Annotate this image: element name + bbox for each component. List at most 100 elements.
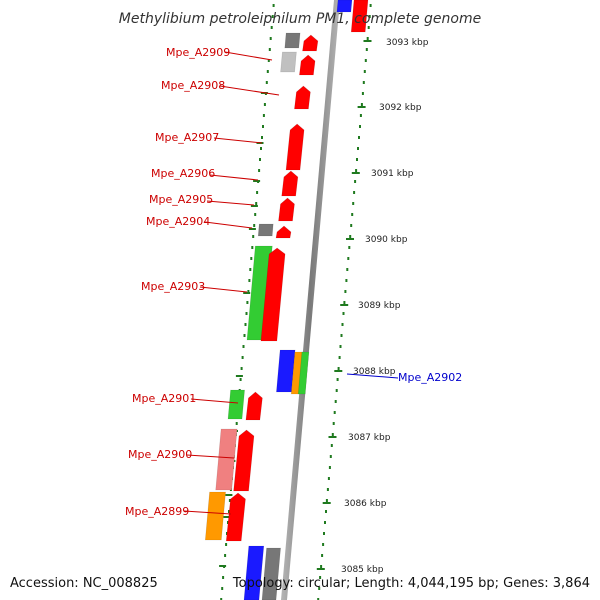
gene-block-a2907 — [285, 123, 305, 171]
right-ruler-dot — [361, 92, 364, 95]
gene-label-mpe-a2899[interactable]: Mpe_A2899 — [125, 505, 189, 518]
gene-label-mpe-a2909[interactable]: Mpe_A2909 — [166, 46, 230, 59]
tick-label-3089: 3089 kbp — [358, 301, 401, 311]
left-ruler-dot — [269, 37, 272, 40]
gene-label-mpe-a2906[interactable]: Mpe_A2906 — [151, 167, 215, 180]
leader-a2905 — [206, 200, 255, 206]
gene-label-mpe-a2908[interactable]: Mpe_A2908 — [161, 79, 225, 92]
gene-block-gray-bottom — [261, 547, 281, 600]
right-ruler-dot — [321, 554, 324, 557]
right-ruler-dot — [350, 224, 353, 227]
gene-block-top-red — [350, 0, 369, 33]
gene-label-mpe-a2903[interactable]: Mpe_A2903 — [141, 280, 205, 293]
gene-block-a2909-gray — [284, 32, 301, 49]
right-ruler-dot — [325, 510, 327, 513]
gene-block-a2900-red — [233, 429, 255, 492]
gene-label-mpe-a2901[interactable]: Mpe_A2901 — [132, 392, 196, 405]
left-ruler-dot — [268, 48, 271, 51]
left-ruler-dot — [258, 169, 261, 172]
left-ruler-dot — [228, 499, 231, 502]
ruler-major-tick — [235, 375, 243, 377]
right-ruler-dot — [336, 378, 339, 381]
right-ruler-dot — [325, 499, 328, 502]
right-ruler-dot — [327, 477, 330, 480]
gene-label-mpe-a2907[interactable]: Mpe_A2907 — [155, 131, 219, 144]
gene-label-mpe-a2902[interactable]: Mpe_A2902 — [398, 371, 462, 384]
right-ruler-dot — [320, 565, 323, 568]
left-ruler-dot — [251, 246, 254, 249]
ruler-major-tick — [248, 228, 256, 230]
right-ruler-dot — [338, 356, 341, 359]
right-ruler-dot — [369, 4, 372, 7]
right-ruler-dot — [354, 180, 357, 183]
ruler-major-tick — [223, 516, 231, 518]
left-ruler-dot — [225, 543, 228, 546]
right-ruler-dot — [328, 466, 331, 469]
left-ruler-dot — [246, 301, 249, 304]
tick-label-3090: 3090 kbp — [365, 235, 408, 245]
left-ruler-dot — [244, 323, 247, 326]
left-ruler-dot — [227, 521, 229, 524]
left-ruler-dot — [261, 136, 263, 139]
gene-block-a2901-red — [245, 391, 263, 421]
left-ruler-dot — [245, 312, 248, 315]
left-ruler-dot — [255, 202, 258, 205]
right-ruler-dot — [318, 587, 321, 590]
left-ruler-dot — [243, 334, 246, 337]
left-ruler-dot — [262, 114, 265, 117]
left-ruler-dot — [262, 125, 264, 128]
topology-text: Topology: circular; Length: 4,044,195 bp… — [232, 576, 590, 591]
map-title: Methylibium petroleiphilum PM1, complete… — [119, 11, 481, 27]
leader-a2904 — [204, 221, 253, 229]
leader-a2900 — [186, 454, 235, 459]
leader-a2901 — [190, 398, 239, 404]
left-ruler-dot — [221, 587, 224, 590]
tick-label-3087: 3087 kbp — [348, 433, 391, 443]
right-ruler-dot — [356, 158, 358, 161]
right-ruler-dot — [332, 422, 335, 425]
ruler-major-tick — [316, 568, 325, 570]
gene-block-a2899-red — [225, 492, 246, 542]
gene-label-mpe-a2904[interactable]: Mpe_A2904 — [146, 215, 210, 228]
gene-block-red-2 — [299, 54, 316, 76]
right-ruler-dot — [353, 191, 356, 194]
right-ruler-dot — [346, 268, 349, 271]
label-leaders — [183, 51, 399, 515]
right-ruler-dot — [340, 334, 343, 337]
right-ruler-dot — [341, 323, 344, 326]
tick-label-3086: 3086 kbp — [344, 499, 387, 509]
left-ruler-dot — [242, 345, 245, 348]
gene-label-mpe-a2905[interactable]: Mpe_A2905 — [149, 193, 213, 206]
left-ruler-dot — [260, 147, 262, 150]
gene-block-blue-bottom — [243, 545, 265, 600]
right-ruler-dot — [352, 202, 355, 205]
ruler-major-tick — [363, 40, 372, 42]
right-ruler-dot — [349, 235, 352, 238]
left-ruler-dot — [272, 4, 275, 7]
left-ruler-dot — [224, 554, 227, 557]
gene-block-top-blue — [336, 0, 353, 13]
gene-labels: Mpe_A2909 Mpe_A2908 Mpe_A2907 Mpe_A2906 … — [125, 46, 462, 518]
left-ruler-dot — [256, 191, 259, 194]
right-ruler-dot — [362, 81, 365, 84]
right-ruler-dot — [335, 389, 338, 392]
left-ruler-dot — [248, 279, 251, 282]
right-ruler-dot — [366, 37, 369, 40]
ruler-major-tick — [322, 502, 331, 504]
right-ruler-dot — [360, 103, 363, 106]
left-ruler-dot — [271, 15, 274, 18]
gene-block-a2905 — [278, 197, 295, 222]
gene-label-mpe-a2900[interactable]: Mpe_A2900 — [128, 448, 192, 461]
leader-a2908 — [219, 85, 280, 96]
right-ruler-dot — [319, 576, 322, 579]
ruler-major-tick — [225, 494, 233, 496]
right-ruler-dot — [363, 70, 366, 73]
gene-block-a2902-green — [297, 351, 310, 395]
right-ruler-dot — [355, 169, 358, 172]
gene-blocks — [204, 0, 369, 600]
right-ruler-dot — [322, 543, 325, 546]
right-ruler-dot — [333, 411, 336, 414]
tick-label-3092: 3092 kbp — [379, 103, 422, 113]
left-ruler-dot — [249, 268, 252, 271]
